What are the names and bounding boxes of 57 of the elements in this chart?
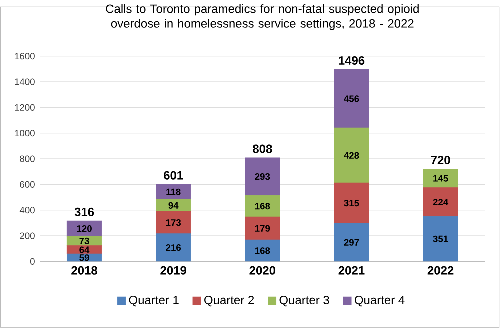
y-tick-label: 400 xyxy=(20,206,35,214)
y-tick-label: 600 xyxy=(20,181,35,188)
bar xyxy=(334,182,370,224)
bar xyxy=(334,69,370,128)
y-tick-label: 1600 xyxy=(15,52,35,60)
total-label: 808 xyxy=(253,144,272,154)
data-label: 168 xyxy=(255,202,270,210)
data-label: 315 xyxy=(344,200,360,206)
data-label: 216 xyxy=(166,244,182,251)
data-label: 297 xyxy=(344,239,360,246)
total-label: 601 xyxy=(164,171,184,180)
data-label: 224 xyxy=(433,198,449,206)
total-label: 1496 xyxy=(339,56,365,65)
y-tick-label: 200 xyxy=(20,232,35,240)
data-label: 456 xyxy=(344,95,360,102)
x-tick-label: 2018 xyxy=(72,266,98,275)
data-label: 94 xyxy=(168,202,179,209)
bar xyxy=(334,128,370,184)
total-label: 720 xyxy=(431,156,450,164)
data-label: 118 xyxy=(166,188,181,196)
bar xyxy=(245,158,280,196)
y-tick-label: 0 xyxy=(30,258,35,265)
bar xyxy=(423,216,458,262)
x-tick-label: 2021 xyxy=(338,266,365,275)
bar xyxy=(156,211,192,234)
bar xyxy=(245,216,280,240)
legend-label: Quarter 4 xyxy=(354,296,405,306)
total-label: 316 xyxy=(74,208,94,216)
bar xyxy=(156,184,192,200)
legend-label: Quarter 2 xyxy=(204,296,254,306)
bar xyxy=(423,187,458,217)
x-tick-label: 2022 xyxy=(428,266,454,275)
data-label: 168 xyxy=(255,247,270,254)
data-label: 64 xyxy=(80,246,90,254)
bar xyxy=(245,195,280,218)
y-tick-label: 1400 xyxy=(15,78,35,86)
chart-title: Calls to Toronto paramedics for non-fatal suspected opioid overdose in homelessness service settings, 2018 - 2022 xyxy=(106,4,419,30)
bar xyxy=(334,223,370,262)
data-label: 351 xyxy=(433,236,448,242)
legend-label: Quarter 1 xyxy=(129,296,179,306)
legend-label: Quarter 3 xyxy=(280,296,330,306)
data-label: 173 xyxy=(166,219,182,226)
bar xyxy=(423,168,458,188)
y-tick-label: 1200 xyxy=(15,104,35,111)
data-label: 428 xyxy=(344,152,360,159)
x-tick-label: 2019 xyxy=(160,266,186,275)
y-tick-label: 800 xyxy=(20,156,35,162)
data-label: 293 xyxy=(255,173,270,180)
data-label: 120 xyxy=(77,225,92,232)
data-label: 145 xyxy=(434,175,448,182)
data-label: 73 xyxy=(80,238,90,244)
bar xyxy=(245,240,280,262)
x-tick-label: 2020 xyxy=(250,266,276,275)
data-label: 179 xyxy=(255,225,270,232)
y-tick-label: 1000 xyxy=(15,130,35,136)
data-label: 59 xyxy=(80,254,90,262)
bar xyxy=(156,234,192,262)
